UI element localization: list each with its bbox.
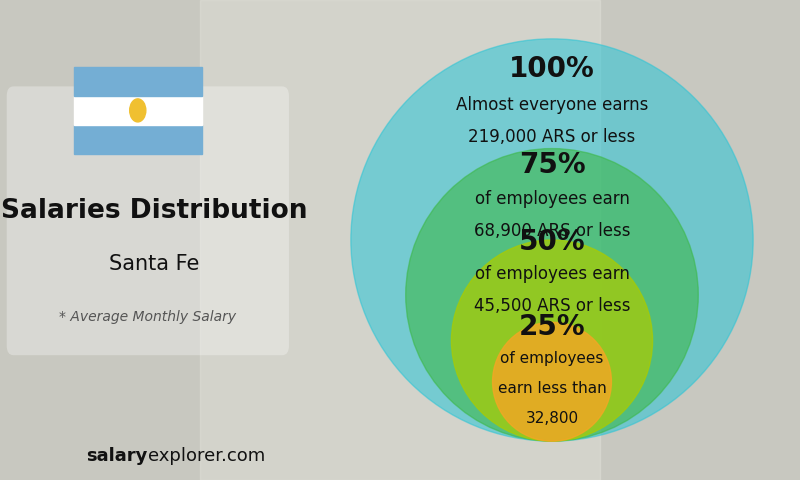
Text: Almost everyone earns: Almost everyone earns [456, 96, 648, 114]
Circle shape [493, 322, 611, 441]
Text: salary: salary [86, 447, 148, 465]
Circle shape [130, 99, 146, 122]
Text: * Average Monthly Salary: * Average Monthly Salary [59, 310, 237, 324]
Bar [74, 67, 202, 96]
Text: of employees earn: of employees earn [474, 265, 630, 283]
Text: of employees: of employees [500, 351, 604, 366]
Text: 32,800: 32,800 [526, 411, 578, 426]
Circle shape [351, 39, 753, 441]
Text: of employees earn: of employees earn [474, 190, 630, 208]
Circle shape [406, 149, 698, 441]
FancyBboxPatch shape [6, 86, 289, 355]
Text: 219,000 ARS or less: 219,000 ARS or less [468, 128, 636, 146]
Text: Santa Fe: Santa Fe [110, 254, 200, 274]
Text: 50%: 50% [518, 228, 586, 256]
Bar [200, 0, 600, 480]
Text: Salaries Distribution: Salaries Distribution [2, 198, 308, 224]
Text: 68,900 ARS or less: 68,900 ARS or less [474, 222, 630, 240]
Text: 25%: 25% [518, 313, 586, 341]
Text: 75%: 75% [518, 151, 586, 179]
Circle shape [451, 240, 653, 441]
Text: earn less than: earn less than [498, 381, 606, 396]
Text: explorer.com: explorer.com [148, 447, 265, 465]
Bar [74, 96, 202, 125]
Text: 45,500 ARS or less: 45,500 ARS or less [474, 297, 630, 315]
Text: 100%: 100% [509, 55, 595, 83]
Bar [74, 125, 202, 154]
